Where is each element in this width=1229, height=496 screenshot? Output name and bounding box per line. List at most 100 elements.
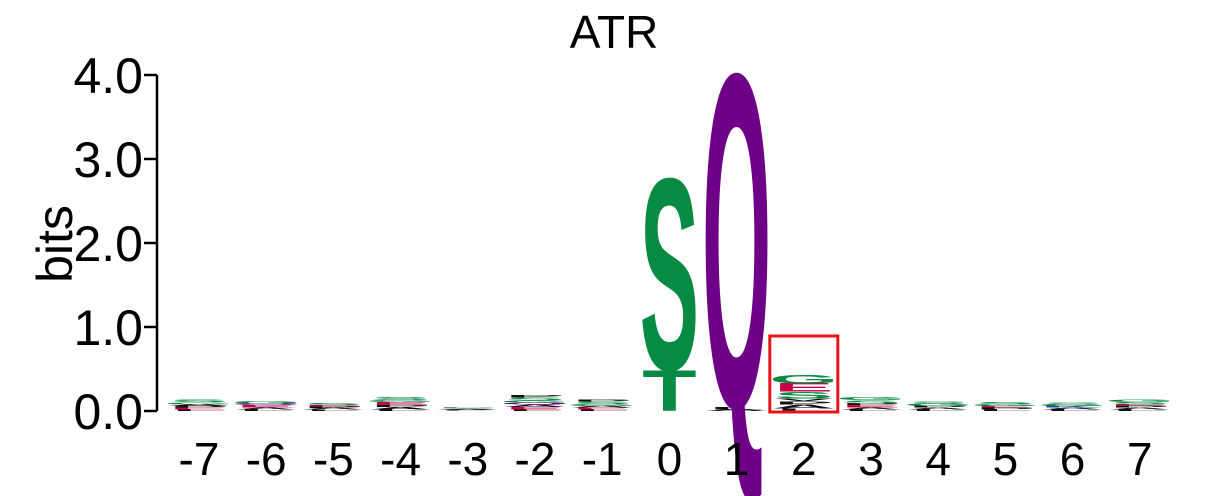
y-tick-label: 1.0: [73, 300, 143, 356]
logo-letter-E: E: [774, 381, 833, 394]
logo-letter-E: E: [304, 405, 363, 407]
logo-letter-P: P: [438, 407, 497, 408]
logo-letter-E: E: [505, 406, 564, 410]
logo-letter-L: L: [978, 409, 1032, 412]
x-tick-label: 3: [858, 433, 884, 485]
logo-letter-G: G: [836, 396, 905, 401]
logo-letter-A: A: [570, 406, 634, 409]
logo-letter-P: P: [976, 407, 1035, 410]
x-tick-label: 4: [925, 433, 951, 485]
logo-letter-G: G: [232, 400, 301, 404]
logo-letter-G: G: [164, 402, 233, 405]
logo-letter-G: G: [1038, 404, 1107, 407]
logo-letter-G: G: [904, 403, 973, 407]
logo-letter-E: E: [841, 405, 900, 409]
y-axis-label: bits: [27, 205, 83, 283]
logo-letter-A: A: [906, 407, 970, 410]
x-tick-label: -5: [313, 433, 354, 485]
logo-letter-S: S: [841, 399, 900, 404]
logo-letter-E: E: [169, 407, 228, 410]
logo-letter-P: P: [169, 406, 228, 409]
logo-letter-E: E: [976, 406, 1035, 409]
logo-letter-S: S: [909, 401, 968, 404]
x-tick-label: 6: [1060, 433, 1086, 485]
logo-letter-A: A: [369, 406, 433, 410]
logo-letter-Q: Q: [500, 402, 569, 405]
logo-letter-S: S: [169, 399, 228, 403]
y-tick-label: 3.0: [73, 132, 143, 188]
logo-letter-V: V: [774, 398, 833, 402]
x-tick-label: -1: [582, 433, 623, 485]
logo-letter-S: S: [573, 401, 632, 405]
y-tick-label: 4.0: [73, 48, 143, 104]
logo-letter-G: G: [769, 373, 838, 386]
logo-letter-L: L: [1113, 409, 1167, 412]
logo-letter-P: P: [909, 406, 968, 409]
logo-letter-P: P: [774, 400, 833, 405]
logo-letter-L: L: [777, 408, 831, 412]
logo-letter-P: P: [841, 403, 900, 406]
logo-letter-E: E: [237, 405, 296, 409]
logo-letter-S: S: [976, 402, 1035, 405]
logo-letter-A: A: [436, 409, 500, 411]
logo-letter-S: S: [505, 397, 564, 402]
logo-letter-S: S: [438, 408, 497, 409]
logo-letter-L: L: [508, 409, 562, 412]
logo-letter-P: P: [573, 399, 632, 402]
logo-letter-A: A: [234, 407, 298, 410]
logo-letter-S: S: [640, 123, 699, 428]
logo-letter-S: S: [1043, 402, 1102, 405]
logo-letter-A: A: [301, 408, 365, 411]
y-axis: 0.0 1.0 2.0 3.0 4.0: [73, 48, 159, 440]
x-tick-label: -6: [246, 433, 287, 485]
logo-letter-L: L: [575, 409, 629, 412]
logo-letter-L: L: [239, 409, 293, 412]
logo-letter-P: P: [371, 405, 430, 408]
logo-letter-A: A: [772, 403, 836, 409]
logo-letter-G: G: [366, 400, 435, 403]
logo-letter-S: S: [774, 390, 833, 400]
logo-letter-L: L: [709, 406, 763, 410]
y-tick-label: 2.0: [73, 216, 143, 272]
logo-letter-A: A: [167, 404, 231, 407]
x-tick-label: -7: [179, 433, 220, 485]
logo-letter-A: A: [839, 407, 903, 410]
logo-letter-E: E: [1110, 404, 1169, 407]
logo-letter-L: L: [844, 409, 898, 412]
logo-letter-A: A: [1108, 407, 1172, 410]
logo-letter-S: S: [371, 396, 430, 401]
logo-letter-S: S: [304, 403, 363, 406]
logo-letter-L: L: [1045, 409, 1099, 412]
logo-letter-P: P: [505, 394, 564, 398]
logo-letter-G: G: [1105, 399, 1174, 403]
logo-letter-A: A: [1041, 407, 1105, 410]
x-tick-label: -4: [380, 433, 421, 485]
logo-letter-E: E: [371, 401, 430, 406]
logo-letter-L: L: [911, 409, 965, 412]
logo-letter-G: G: [500, 400, 569, 403]
x-tick-label: -2: [515, 433, 556, 485]
x-tick-label: 5: [993, 433, 1019, 485]
logo-letter-A: A: [503, 404, 567, 408]
logo-letter-Q: Q: [702, 0, 771, 496]
logo-letter-S: S: [1110, 401, 1169, 405]
x-tick-label: 2: [791, 433, 817, 485]
logo-letter-Q: Q: [232, 403, 301, 406]
chart-title: ATR: [570, 6, 659, 58]
highlight-box: [768, 334, 840, 414]
logo-letter-L: L: [306, 409, 360, 411]
y-tick-label: 0.0: [73, 384, 143, 440]
logo-letter-P: P: [1110, 406, 1169, 409]
logo-letter-T: T: [642, 358, 696, 423]
highlight-rect: [768, 334, 840, 414]
x-axis: -7 -6 -5 -4 -3 -2 -1 0 1 2 3 4 5 6 7: [179, 433, 1153, 485]
logo-letter-L: L: [441, 410, 495, 411]
logo-letter-G: G: [971, 403, 1040, 406]
x-tick-label: 7: [1127, 433, 1153, 485]
logo-letter-A: A: [705, 409, 769, 412]
logo-letter-P: P: [304, 406, 363, 409]
x-tick-label: 0: [657, 433, 683, 485]
logo-letter-L: L: [172, 409, 226, 412]
x-tick-label: -3: [447, 433, 488, 485]
